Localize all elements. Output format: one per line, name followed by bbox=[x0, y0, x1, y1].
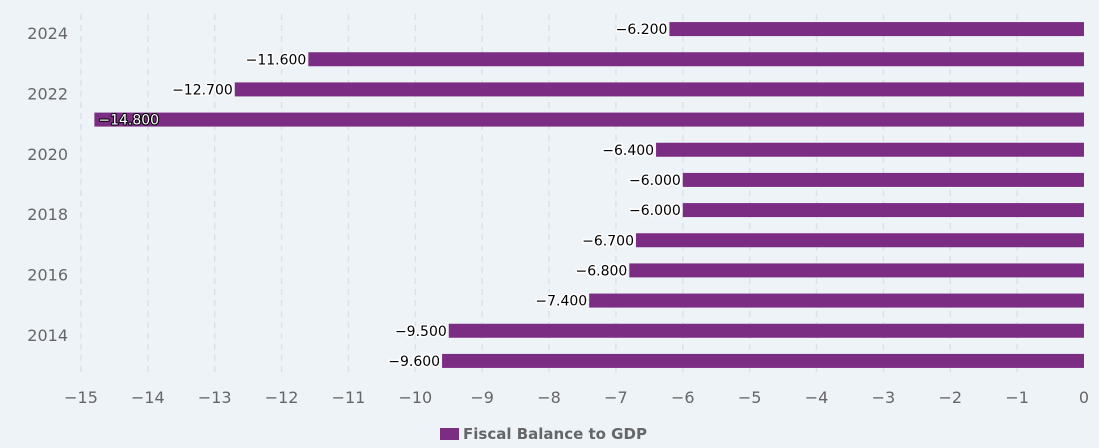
data-label: −6.000 bbox=[629, 203, 681, 219]
x-tick-label: −8 bbox=[537, 388, 561, 407]
bar bbox=[629, 263, 1084, 278]
legend-item[interactable]: Fiscal Balance to GDP bbox=[440, 425, 647, 443]
data-label: −14.800 bbox=[98, 113, 159, 129]
x-tick-label: −11 bbox=[332, 388, 366, 407]
y-tick-label: 2022 bbox=[27, 84, 68, 103]
y-tick-label: 2020 bbox=[27, 145, 68, 164]
x-tick-label: −4 bbox=[805, 388, 829, 407]
x-tick-label: −6 bbox=[671, 388, 695, 407]
x-tick-label: −2 bbox=[938, 388, 962, 407]
x-tick-label: −9 bbox=[470, 388, 494, 407]
x-tick-label: −7 bbox=[604, 388, 628, 407]
bar bbox=[448, 323, 1084, 338]
data-label: −6.400 bbox=[602, 143, 654, 159]
x-tick-label: −3 bbox=[872, 388, 896, 407]
bar bbox=[682, 203, 1084, 218]
legend-swatch bbox=[440, 428, 459, 440]
bar-chart: −15 −14 −13 −12 −11 −10 −9 −8 −7 −6 −5 −4 −3 −2 −1 0202… bbox=[27, 14, 1089, 407]
bar bbox=[308, 52, 1084, 67]
data-label: −9.600 bbox=[388, 354, 440, 370]
bar bbox=[442, 353, 1085, 368]
bar bbox=[669, 22, 1084, 37]
bar bbox=[94, 112, 1084, 127]
bar bbox=[682, 172, 1084, 187]
data-label: −6.000 bbox=[629, 173, 681, 189]
y-tick-label: 2024 bbox=[27, 24, 68, 43]
x-tick-label: −15 bbox=[64, 388, 98, 407]
bar bbox=[635, 233, 1084, 248]
legend-label: Fiscal Balance to GDP bbox=[463, 425, 647, 443]
data-label: −6.200 bbox=[616, 22, 668, 38]
data-label: −11.600 bbox=[246, 52, 307, 68]
y-tick-label: 2018 bbox=[27, 205, 68, 224]
data-label: −6.700 bbox=[582, 233, 634, 249]
x-tick-label: 0 bbox=[1079, 388, 1089, 407]
x-tick-label: −10 bbox=[398, 388, 432, 407]
y-tick-label: 2014 bbox=[27, 326, 68, 345]
data-label: −12.700 bbox=[172, 82, 233, 98]
y-tick-label: 2016 bbox=[27, 265, 68, 284]
data-label: −6.800 bbox=[575, 263, 627, 279]
x-tick-label: −14 bbox=[131, 388, 165, 407]
bar bbox=[234, 82, 1084, 97]
data-label: −7.400 bbox=[535, 294, 587, 310]
x-tick-label: −12 bbox=[265, 388, 299, 407]
x-tick-label: −1 bbox=[1005, 388, 1029, 407]
x-tick-label: −13 bbox=[198, 388, 232, 407]
bar bbox=[656, 142, 1084, 157]
data-label: −9.500 bbox=[395, 324, 447, 340]
bar bbox=[589, 293, 1084, 308]
x-tick-label: −5 bbox=[738, 388, 762, 407]
